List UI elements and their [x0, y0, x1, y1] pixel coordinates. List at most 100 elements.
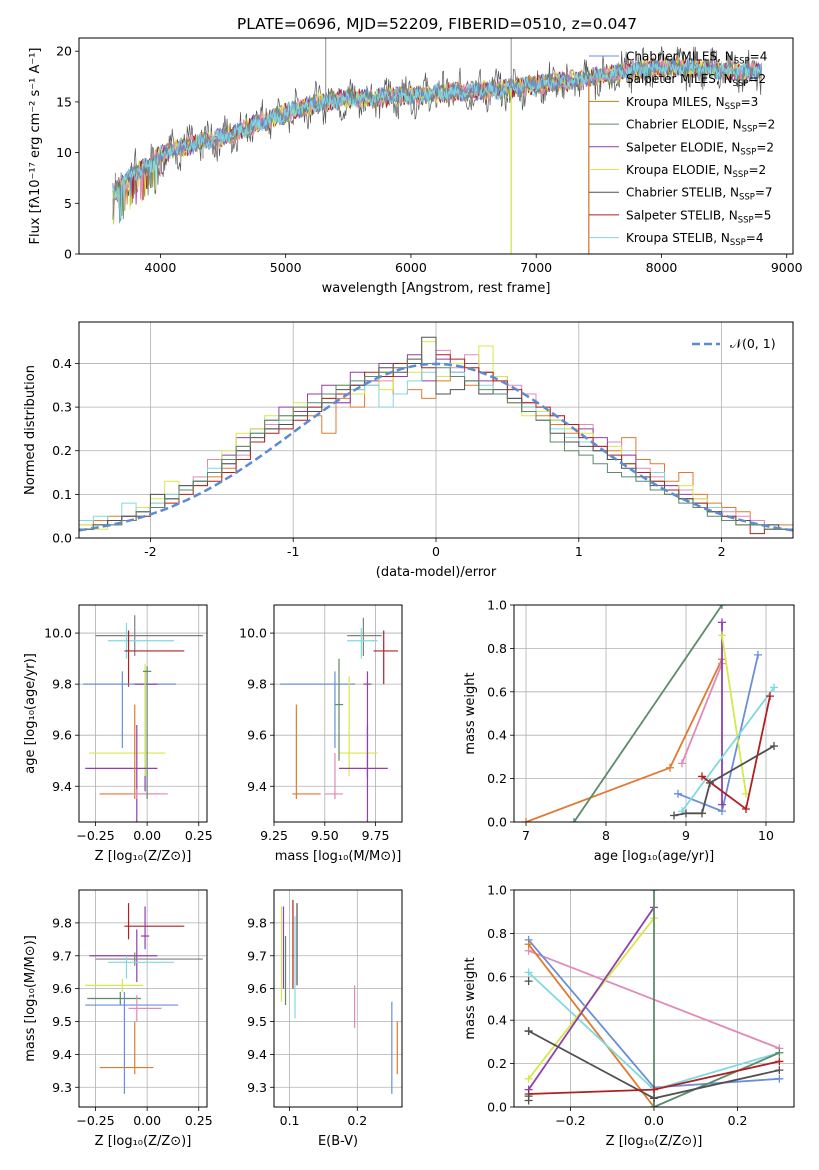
legend-label: Kroupa ELODIE, N [626, 163, 733, 177]
legend-histogram: 𝒩(0, 1) [692, 336, 776, 351]
y-tick-label: 0.6 [487, 969, 507, 984]
legend-subscript: SSP [738, 215, 754, 225]
weight-marker [775, 1057, 784, 1066]
weight-marker [718, 605, 726, 609]
weight-marker [650, 1094, 658, 1103]
weight-marker [666, 763, 674, 772]
plot-area-age_vs_Z [79, 605, 207, 822]
y-tick-label: 1.0 [487, 883, 507, 898]
weight-marker [570, 818, 578, 822]
legend-subscript: SSP [740, 147, 756, 157]
plot-area-histogram [79, 322, 793, 538]
x-tick-label: -1 [287, 544, 299, 559]
legend-entry: Kroupa MILES, NSSP=3 [626, 95, 758, 112]
legend-suffix: =5 [754, 208, 772, 222]
weight-marker [682, 809, 690, 818]
weight-marker [670, 811, 678, 820]
legend-entry: Salpeter MILES, NSSP=2 [626, 72, 766, 89]
x-axis-label: Z [log₁₀(Z/Z⊙)] [606, 1134, 703, 1149]
x-axis-label: (data-model)/error [376, 565, 497, 580]
weight-marker [742, 804, 750, 813]
panel-histogram: -2 -1 0 1 2 0.0 0.1 0.2 0.3 0.4 (data-model)/error… [23, 321, 794, 580]
weight-marker [718, 618, 726, 627]
panel-mass_vs_Z: −0.25 0.00 0.25 9.3 9.4 9.5 9.6 9.7 9.8 Z [log₁₀(… [23, 889, 213, 1149]
weight-marker [718, 800, 726, 809]
x-tick-label: 0.00 [133, 1113, 161, 1128]
spectrum-line [112, 56, 762, 220]
weight-marker [766, 692, 774, 701]
y-tick-label: 9.3 [247, 1080, 267, 1095]
weight-marker [706, 778, 714, 787]
x-tick-label: 2 [718, 544, 726, 559]
weight-line [573, 605, 723, 822]
axes-frame-age_vs_Z [78, 604, 208, 823]
weight-marker [524, 1096, 533, 1105]
y-axis-label: Normed distribution [23, 365, 38, 495]
y-tick-label: 0.2 [52, 443, 72, 458]
weight-marker [775, 1048, 784, 1057]
y-tick-label: 0 [64, 247, 72, 262]
x-tick-label: 4000 [145, 260, 177, 275]
y-tick-label: 9.5 [52, 1014, 72, 1029]
legend-subscript: SSP [733, 170, 749, 180]
y-tick-label: 20 [56, 44, 72, 59]
legend-subscript: SSP [734, 57, 750, 67]
y-axis-label: mass weight [463, 672, 478, 754]
panel-weight_vs_age: 7 8 9 10 0.0 0.2 0.4 0.6 0.8 1.0 age [log₁₀(age/yr… [463, 598, 795, 864]
plot-area-spectrum [112, 38, 762, 254]
weight-line [681, 686, 775, 812]
x-tick-label: 9.50 [311, 828, 339, 843]
x-axis-label: age [log₁₀(age/yr)] [594, 849, 715, 864]
plot-area-age_vs_mass [274, 605, 402, 822]
x-tick-label: 0.1 [280, 1113, 300, 1128]
panel-age_vs_mass: 9.25 9.50 9.75 9.4 9.6 9.8 10.0 mass [log₁₀(M/M… [239, 604, 403, 864]
weight-marker [754, 650, 762, 659]
axes-frame-mass_vs_Z [78, 889, 208, 1108]
y-tick-label: 9.7 [52, 948, 72, 963]
y-axis-label: Flux [fλ10⁻¹⁷ erg cm⁻² s⁻¹ A⁻¹] [28, 48, 43, 245]
legend-suffix: =4 [746, 231, 764, 245]
x-axis-label: Z [log₁₀(Z/Z⊙)] [95, 849, 192, 864]
x-tick-label: −0.25 [76, 828, 114, 843]
y-tick-label: 9.8 [247, 915, 267, 930]
x-tick-label: 0.00 [133, 828, 161, 843]
x-tick-label: -2 [144, 544, 156, 559]
y-tick-label: 10 [56, 145, 72, 160]
y-tick-label: 9.3 [52, 1080, 72, 1095]
weight-marker [524, 940, 533, 949]
x-tick-label: 1 [575, 544, 583, 559]
weight-marker [650, 1085, 658, 1094]
y-tick-label: 9.8 [52, 915, 72, 930]
panel-mass_vs_ebv: 0.1 0.2 9.3 9.4 9.5 9.6 9.7 9.8 E(B-V) [247, 889, 403, 1149]
y-tick-label: 9.8 [52, 677, 72, 692]
axes-frame-mass_vs_ebv [273, 889, 403, 1108]
weight-marker [718, 631, 726, 640]
legend-entry: Chabrier STELIB, NSSP=7 [626, 186, 773, 203]
legend-entry: Chabrier MILES, NSSP=4 [626, 50, 767, 67]
legend-label: Chabrier ELODIE, N [626, 118, 742, 132]
y-tick-label: 0.6 [487, 684, 507, 699]
weight-marker [775, 1066, 784, 1075]
y-tick-label: 9.4 [52, 779, 72, 794]
x-tick-label: 0.25 [185, 828, 213, 843]
x-tick-label: −0.2 [555, 1113, 585, 1128]
y-tick-label: 9.4 [247, 1047, 267, 1062]
y-tick-label: 0.4 [487, 1013, 507, 1028]
legend-label: Chabrier MILES, N [626, 50, 734, 64]
legend-entry: Chabrier ELODIE, NSSP=2 [626, 118, 775, 135]
weight-marker [678, 759, 686, 768]
y-tick-label: 0.4 [52, 356, 72, 371]
weight-marker [524, 1074, 533, 1083]
y-tick-label: 0.2 [487, 771, 507, 786]
legend-suffix: =2 [748, 72, 766, 86]
y-tick-label: 10.0 [44, 626, 72, 641]
x-axis-label: mass [log₁₀(M/M⊙)] [275, 849, 402, 864]
weight-marker [650, 890, 658, 894]
weight-line [527, 943, 655, 1107]
weight-line [721, 635, 747, 794]
x-tick-label: 9000 [771, 260, 803, 275]
plot-area-mass_vs_Z [79, 890, 207, 1107]
legend-subscript: SSP [742, 125, 758, 135]
x-tick-label: 7000 [520, 260, 552, 275]
